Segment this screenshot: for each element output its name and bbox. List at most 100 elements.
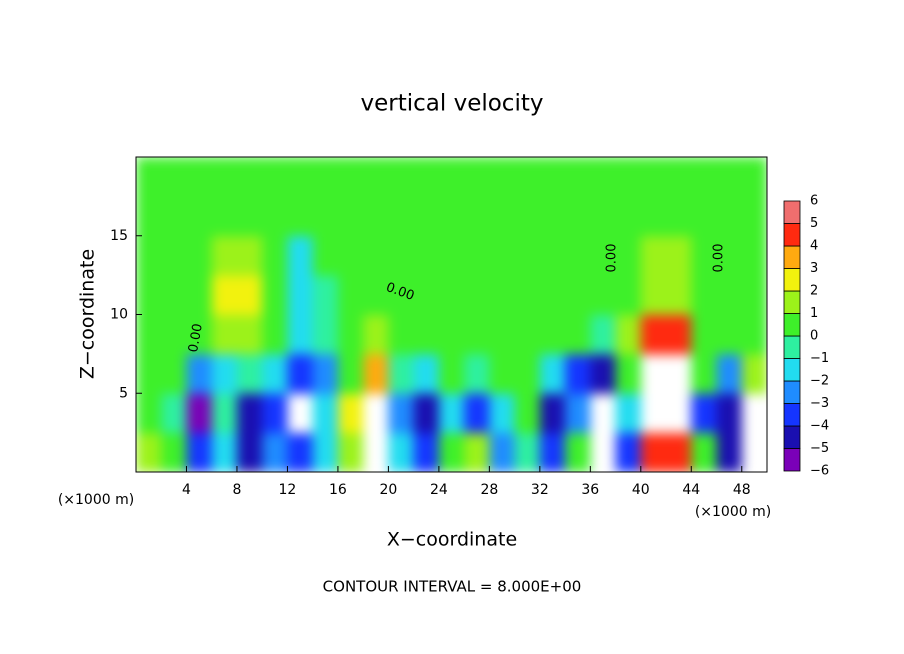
colorbar-swatch (783, 268, 801, 292)
colorbar-label: 1 (810, 306, 818, 321)
field-cell (211, 353, 238, 394)
field-cell (388, 235, 415, 276)
field-cell (388, 196, 415, 237)
field-cell (741, 353, 767, 394)
field-cell (186, 314, 213, 355)
field-cell (161, 314, 187, 355)
field-cell (514, 353, 541, 394)
field-cell (363, 196, 389, 237)
field-cell (716, 353, 743, 394)
colorbar-label: −1 (810, 351, 829, 366)
field-cell (464, 353, 490, 394)
field-cell (262, 235, 288, 276)
field-cell (615, 432, 642, 472)
field-cell (716, 196, 743, 237)
field-cell (565, 314, 591, 355)
y-tick-label: 10 (110, 307, 128, 323)
field-cell (438, 157, 465, 197)
field-cell (615, 157, 642, 197)
field-cell (211, 314, 238, 355)
x-tick-label: 24 (430, 482, 448, 498)
field-cell (691, 353, 718, 394)
field-cell (337, 157, 364, 197)
field (136, 157, 767, 472)
y-tick-label: 15 (110, 228, 128, 244)
field-cell (136, 353, 162, 394)
field-cell (741, 196, 767, 237)
field-cell (464, 393, 490, 434)
field-cell (666, 353, 692, 394)
field-cell (287, 432, 314, 472)
field-cell (691, 393, 718, 434)
field-cell (186, 196, 213, 237)
field-cell (691, 275, 718, 315)
field-cell (236, 432, 263, 472)
field-cell (438, 314, 465, 355)
field-cell (337, 393, 364, 434)
field-cell (211, 393, 238, 434)
colorbar-swatch (783, 380, 801, 404)
colorbar-label: 2 (810, 284, 818, 299)
field-cell (640, 353, 667, 394)
x-tick-label: 40 (632, 482, 650, 498)
field-cell (136, 275, 162, 315)
field-cell (262, 393, 288, 434)
field-cell (514, 157, 541, 197)
field-cell (489, 196, 516, 237)
contour-label: 0.00 (712, 244, 727, 273)
field-cell (136, 235, 162, 276)
field-cell (161, 393, 187, 434)
field-cell (539, 235, 566, 276)
field-cell (539, 196, 566, 237)
field-cell (640, 275, 667, 315)
field-cell (287, 393, 314, 434)
field-cell (186, 393, 213, 434)
colorbar-label: −4 (810, 419, 829, 434)
colorbar-label: 5 (810, 216, 818, 231)
field-cell (363, 393, 389, 434)
field-cell (388, 432, 415, 472)
colorbar-label: 4 (810, 239, 818, 254)
colorbar-swatch (783, 358, 801, 382)
colorbar-label: 3 (810, 261, 818, 276)
field-cell (539, 275, 566, 315)
field-cell (312, 196, 339, 237)
field-cell (716, 235, 743, 276)
x-unit: (×1000 m) (695, 504, 771, 520)
colorbar-swatch (783, 403, 801, 427)
field-cell (565, 393, 591, 434)
footnote: CONTOUR INTERVAL = 8.000E+00 (323, 578, 582, 596)
field-cell (615, 393, 642, 434)
field-cell (337, 235, 364, 276)
x-tick-label: 20 (379, 482, 397, 498)
field-cell (640, 196, 667, 237)
field-cell (186, 275, 213, 315)
field-cell (590, 393, 617, 434)
field-cell (161, 196, 187, 237)
field-cell (489, 432, 516, 472)
field-cell (413, 235, 440, 276)
field-cell (312, 235, 339, 276)
field-cell (514, 432, 541, 472)
field-cell (691, 196, 718, 237)
field-cell (741, 432, 767, 472)
field-cell (514, 393, 541, 434)
field-cell (413, 393, 440, 434)
field-cell (539, 314, 566, 355)
field-cell (464, 432, 490, 472)
field-cell (514, 275, 541, 315)
y-axis-label: Z−coordinate (77, 249, 99, 379)
field-cell (489, 275, 516, 315)
field-cell (312, 393, 339, 434)
field-cell (464, 314, 490, 355)
field-cell (741, 314, 767, 355)
field-cell (539, 393, 566, 434)
field-cell (464, 157, 490, 197)
field-cell (236, 314, 263, 355)
field-cell (514, 235, 541, 276)
field-cell (741, 275, 767, 315)
field-cell (539, 157, 566, 197)
field-cell (287, 235, 314, 276)
field-cell (666, 157, 692, 197)
field-cell (716, 432, 743, 472)
